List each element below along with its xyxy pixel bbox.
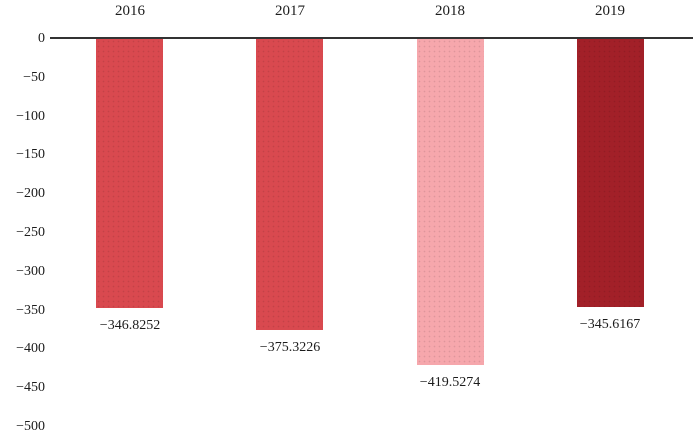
- bar-2019: [577, 39, 644, 307]
- y-tick-label: 0: [38, 31, 45, 46]
- value-label-2019: −345.6167: [579, 317, 641, 332]
- y-tick-label: −400: [16, 341, 45, 356]
- y-tick-label: −50: [23, 70, 45, 85]
- bar-2017: [256, 39, 323, 330]
- category-label-2016: 2016: [115, 3, 145, 19]
- bar-2016: [96, 39, 163, 308]
- zero-axis-line: [50, 37, 693, 39]
- y-tick-label: −350: [16, 303, 45, 318]
- category-label-2018: 2018: [435, 3, 465, 19]
- y-tick-label: −300: [16, 264, 45, 279]
- y-tick-label: −100: [16, 109, 45, 124]
- category-label-2019: 2019: [595, 3, 625, 19]
- y-tick-label: −150: [16, 147, 45, 162]
- bar-2018: [417, 39, 484, 365]
- value-label-2018: −419.5274: [419, 375, 481, 390]
- category-label-2017: 2017: [275, 3, 305, 19]
- y-tick-label: −450: [16, 380, 45, 395]
- value-label-2017: −375.3226: [259, 340, 321, 355]
- value-label-2016: −346.8252: [99, 318, 161, 333]
- y-tick-label: −200: [16, 186, 45, 201]
- y-tick-label: −250: [16, 225, 45, 240]
- y-tick-label: −500: [16, 419, 45, 434]
